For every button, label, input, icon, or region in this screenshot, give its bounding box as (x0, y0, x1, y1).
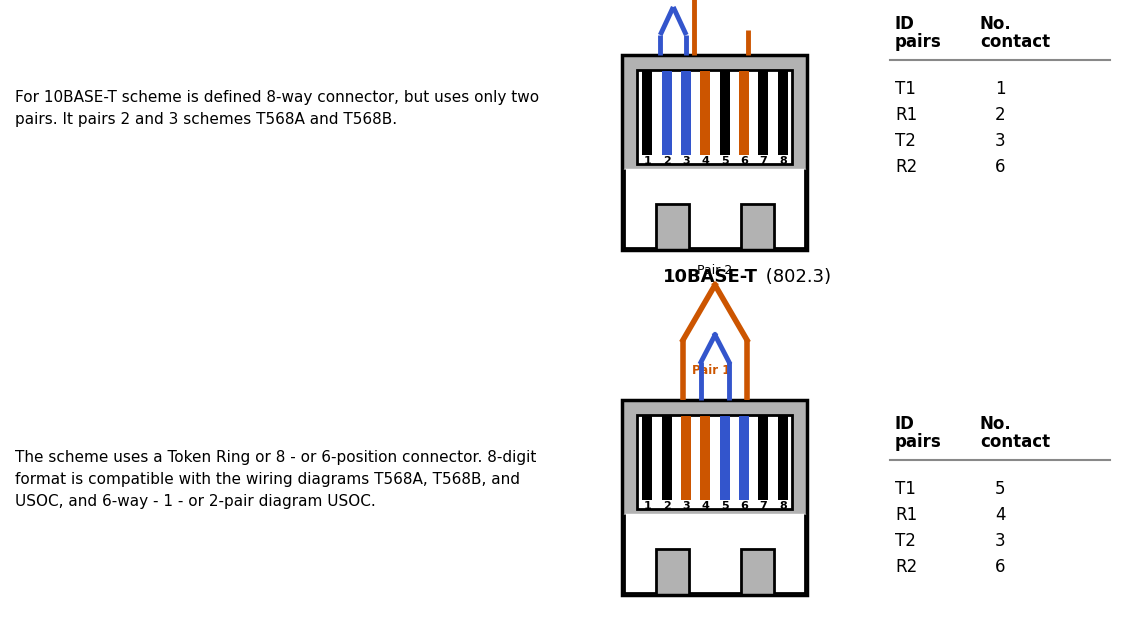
Text: 6: 6 (995, 558, 1005, 576)
Text: 5: 5 (720, 156, 728, 166)
Bar (637, 415, 792, 508)
Text: 5: 5 (995, 480, 1005, 498)
Text: 3: 3 (995, 532, 1005, 550)
Text: 2: 2 (663, 501, 671, 510)
Bar (681, 416, 691, 500)
Text: T2: T2 (895, 532, 916, 550)
Text: 1: 1 (995, 80, 1005, 98)
Bar (739, 71, 749, 154)
Text: ID: ID (895, 415, 914, 433)
Text: Pair 1: Pair 1 (692, 364, 730, 377)
Text: pairs: pairs (895, 433, 941, 451)
Text: 4: 4 (701, 156, 709, 166)
Text: 5: 5 (720, 501, 728, 510)
Text: (802.3): (802.3) (760, 268, 831, 286)
Bar (758, 71, 769, 154)
Bar (758, 416, 769, 500)
Text: Pair 2: Pair 2 (698, 264, 733, 277)
Bar (778, 416, 788, 500)
Bar (662, 416, 672, 500)
Text: contact: contact (980, 33, 1050, 51)
Text: 8: 8 (779, 156, 787, 166)
Bar (739, 416, 749, 500)
Bar (700, 71, 710, 154)
Bar (662, 71, 672, 154)
Bar (623, 55, 808, 250)
Bar (637, 70, 792, 164)
Text: T1: T1 (895, 80, 916, 98)
Bar (642, 416, 652, 500)
Text: No.: No. (980, 415, 1012, 433)
Bar (778, 71, 788, 154)
Text: 4: 4 (701, 501, 709, 510)
Bar (681, 71, 691, 154)
Text: R2: R2 (895, 558, 918, 576)
Polygon shape (625, 169, 806, 248)
Text: For 10BASE-T scheme is defined 8-way connector, but uses only two
pairs. It pair: For 10BASE-T scheme is defined 8-way con… (15, 90, 540, 127)
Bar (719, 416, 729, 500)
Polygon shape (625, 513, 806, 593)
Text: T1: T1 (895, 480, 916, 498)
Text: The scheme uses a Token Ring or 8 - or 6-position connector. 8-digit
format is c: The scheme uses a Token Ring or 8 - or 6… (15, 450, 536, 510)
Bar (623, 400, 808, 595)
Text: 1: 1 (643, 156, 651, 166)
Text: 1: 1 (643, 501, 651, 510)
Text: R1: R1 (895, 106, 918, 124)
Text: 6: 6 (995, 158, 1005, 176)
Text: 2: 2 (663, 156, 671, 166)
Text: pairs: pairs (895, 33, 941, 51)
Text: 2: 2 (995, 106, 1005, 124)
Text: 3: 3 (682, 156, 690, 166)
Text: 10BASE-T: 10BASE-T (662, 268, 757, 286)
Text: 3: 3 (682, 501, 690, 510)
Bar (642, 71, 652, 154)
Text: 8: 8 (779, 501, 787, 510)
Text: 6: 6 (741, 156, 748, 166)
Text: 7: 7 (760, 156, 767, 166)
Bar (700, 416, 710, 500)
Text: ID: ID (895, 15, 914, 33)
Text: 6: 6 (741, 501, 748, 510)
Text: 7: 7 (760, 501, 767, 510)
Text: R2: R2 (895, 158, 918, 176)
Bar (719, 71, 729, 154)
Text: No.: No. (980, 15, 1012, 33)
Text: contact: contact (980, 433, 1050, 451)
Text: T2: T2 (895, 132, 916, 150)
Text: 3: 3 (995, 132, 1005, 150)
Text: 4: 4 (995, 506, 1005, 524)
Text: R1: R1 (895, 506, 918, 524)
